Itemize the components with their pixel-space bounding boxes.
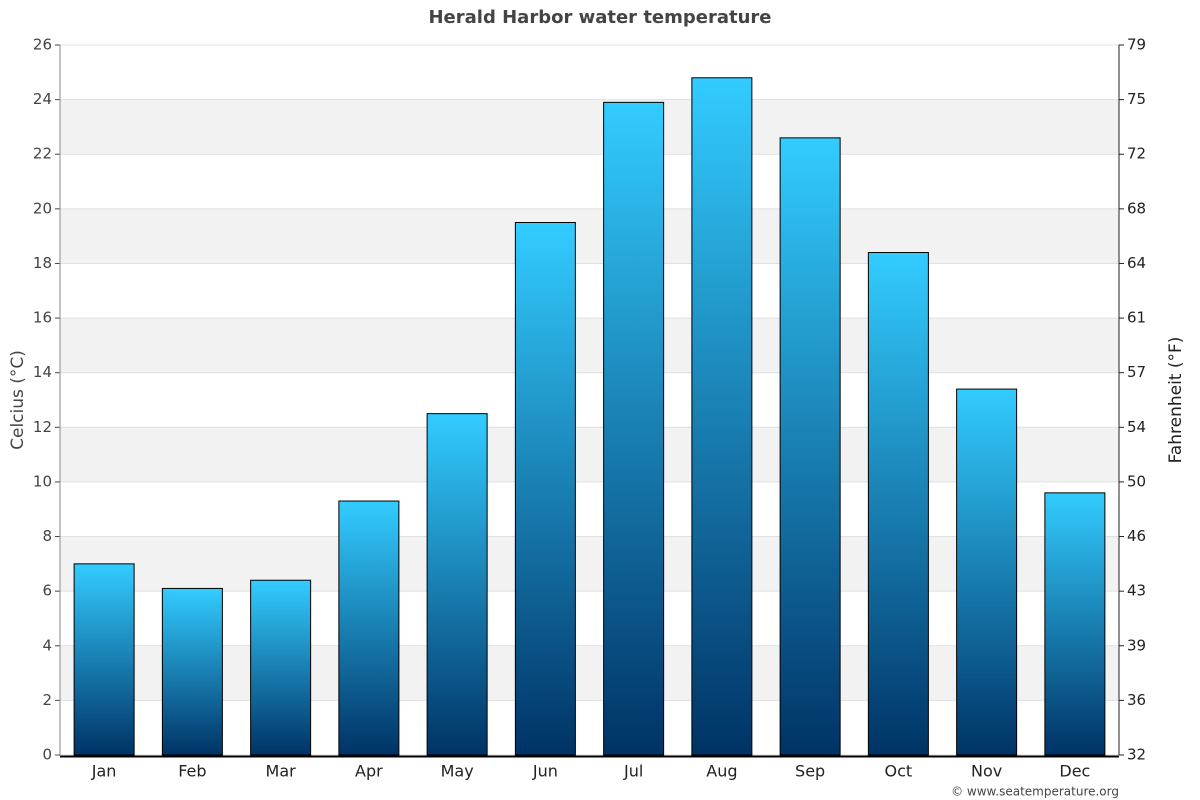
bar	[338, 500, 400, 756]
chart-title: Herald Harbor water temperature	[428, 7, 771, 28]
y-tick-label: 4	[42, 636, 52, 654]
x-tick-label: Nov	[971, 762, 1002, 781]
y-tick-label: 26	[33, 36, 52, 54]
y-tick-label: 16	[33, 309, 52, 327]
y2-tick-label: 64	[1127, 254, 1146, 272]
x-tick-label: Aug	[706, 762, 737, 781]
y-tick-label: 10	[33, 472, 52, 490]
bar	[250, 579, 312, 756]
y-tick-label: 18	[33, 254, 52, 272]
x-tick-label: Apr	[355, 762, 383, 781]
x-tick-label: Mar	[266, 762, 297, 781]
y-tick-label: 2	[42, 691, 52, 709]
bar	[779, 137, 841, 756]
y2-tick-label: 54	[1127, 418, 1146, 436]
y2-tick-label: 36	[1127, 691, 1146, 709]
y2-tick-label: 39	[1127, 636, 1146, 654]
x-tick-label: Dec	[1059, 762, 1090, 781]
x-tick-label: Sep	[795, 762, 825, 781]
x-tick-label: Jul	[623, 762, 643, 781]
y-tick-label: 24	[33, 90, 52, 108]
x-tick-label: Jan	[91, 762, 117, 781]
bar	[426, 413, 488, 756]
grid-band	[60, 99, 1119, 155]
y2-tick-label: 46	[1127, 527, 1146, 545]
y2-tick-label: 79	[1127, 36, 1146, 54]
y2-tick-label: 57	[1127, 363, 1146, 381]
y-tick-label: 20	[33, 199, 52, 217]
x-tick-label: Feb	[178, 762, 206, 781]
grid-band	[60, 318, 1119, 373]
y2-axis-label: Fahrenheit (°F)	[1166, 337, 1186, 464]
bar	[867, 252, 929, 756]
grid-band	[60, 427, 1119, 482]
y-tick-label: 12	[33, 418, 52, 436]
y2-tick-label: 61	[1127, 309, 1146, 327]
bar	[956, 388, 1018, 756]
y-tick-label: 0	[42, 746, 52, 764]
y2-tick-label: 75	[1127, 90, 1146, 108]
y-tick-label: 22	[33, 145, 52, 163]
y2-tick-label: 68	[1127, 199, 1146, 217]
x-tick-label: Oct	[885, 762, 913, 781]
bar	[161, 587, 223, 756]
grid-band	[60, 645, 1119, 701]
y-tick-label: 6	[42, 582, 52, 600]
x-tick-label: Jun	[532, 762, 558, 781]
y-axis-label: Celcius (°C)	[8, 350, 28, 450]
y2-tick-label: 32	[1127, 746, 1146, 764]
grid-band	[60, 208, 1119, 264]
y-tick-label: 8	[42, 527, 52, 545]
bar	[603, 101, 665, 756]
y2-tick-label: 72	[1127, 145, 1146, 163]
y2-tick-label: 43	[1127, 582, 1146, 600]
bar	[1044, 492, 1106, 756]
y2-tick-label: 50	[1127, 472, 1146, 490]
bar	[691, 77, 753, 756]
bar	[73, 563, 135, 756]
credit: © www.seatemperature.org	[951, 785, 1119, 799]
x-tick-label: May	[441, 762, 474, 781]
y-tick-label: 14	[33, 363, 52, 381]
bar	[514, 222, 576, 756]
grid-band	[60, 536, 1119, 592]
